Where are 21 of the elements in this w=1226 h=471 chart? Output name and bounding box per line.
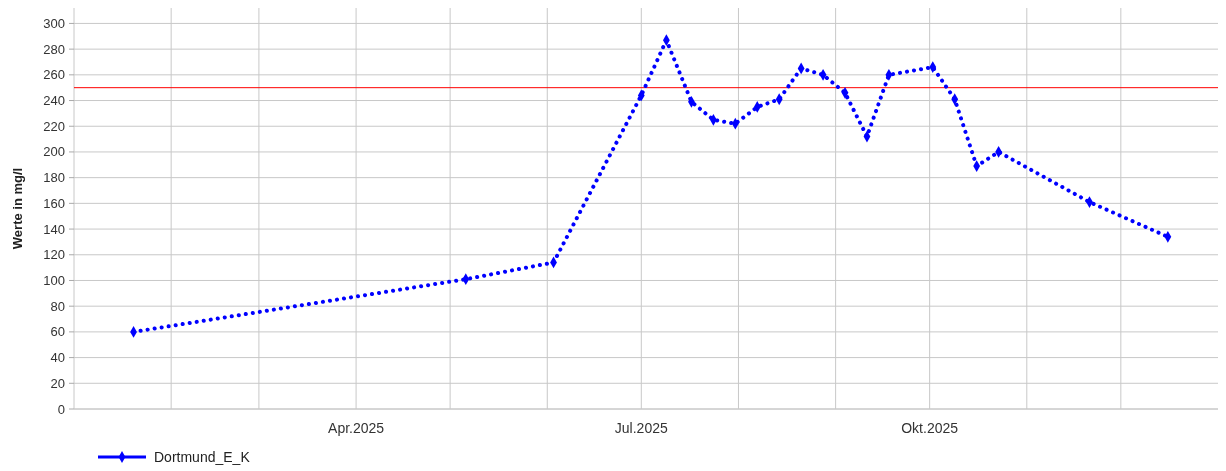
- x-tick-label: Okt.2025: [901, 420, 959, 436]
- y-tick-label: 220: [43, 118, 65, 134]
- y-tick-label: 60: [50, 324, 65, 340]
- y-tick-label: 280: [43, 41, 65, 57]
- y-tick-label: 140: [43, 221, 65, 237]
- y-tick-label: 180: [43, 170, 65, 186]
- y-tick-label: 40: [50, 350, 65, 366]
- x-tick-label: Apr.2025: [328, 420, 385, 436]
- y-tick-label: 160: [43, 195, 65, 211]
- y-tick-label: 260: [43, 67, 65, 83]
- y-tick-label: 300: [43, 15, 65, 31]
- y-tick-label: 200: [43, 144, 65, 160]
- x-tick-label: Jul.2025: [614, 420, 668, 436]
- y-tick-label: 0: [57, 401, 65, 417]
- y-tick-label: 80: [50, 298, 65, 314]
- y-axis-title: Werte in mg/l: [10, 167, 25, 250]
- y-tick-label: 100: [43, 273, 65, 289]
- legend-label: Dortmund_E_K: [154, 448, 251, 465]
- y-tick-label: 120: [43, 247, 65, 263]
- y-tick-label: 20: [50, 375, 65, 391]
- y-tick-label: 240: [43, 93, 65, 109]
